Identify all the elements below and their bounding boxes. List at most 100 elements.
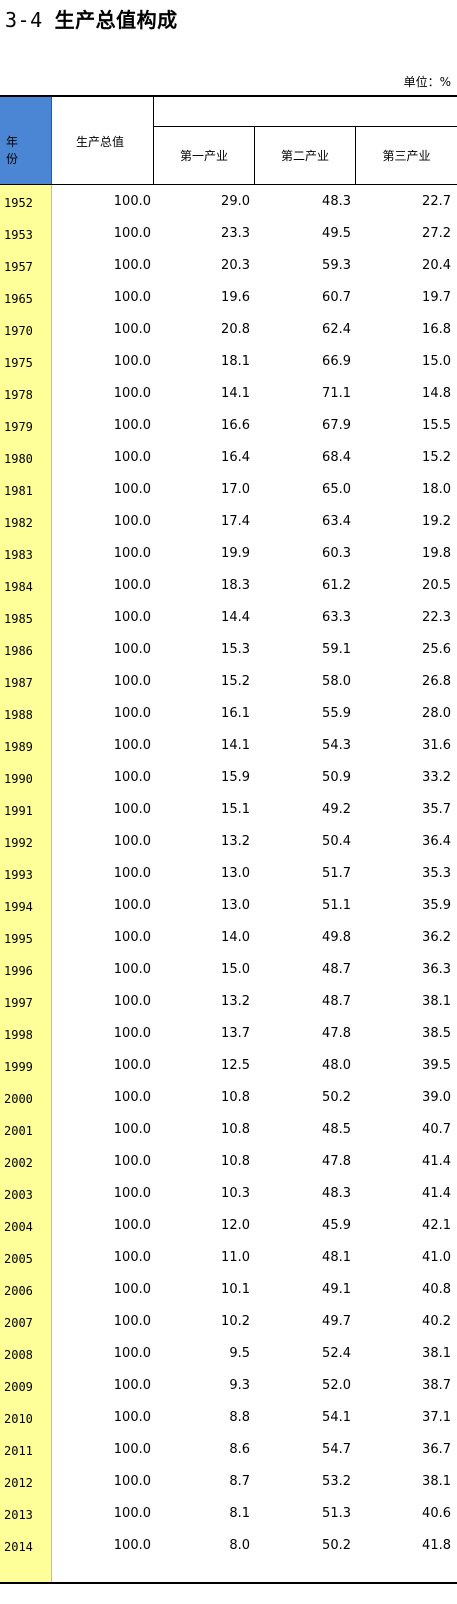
cell-total: 100.0 <box>113 1218 151 1233</box>
cell-year: 2009 <box>4 1380 33 1394</box>
table-row: 1978 100.0 14.1 71.1 14.8 <box>0 380 457 412</box>
cell-secondary: 55.9 <box>322 706 351 721</box>
table-row: 1957 100.0 20.3 59.3 20.4 <box>0 252 457 284</box>
cell-primary: 16.6 <box>221 418 250 433</box>
cell-secondary: 51.3 <box>322 1506 351 1521</box>
cell-primary: 8.6 <box>229 1442 250 1457</box>
cell-tertiary: 40.6 <box>422 1506 451 1521</box>
cell-total: 100.0 <box>113 1378 151 1393</box>
cell-secondary: 48.7 <box>322 962 351 977</box>
cell-total: 100.0 <box>113 642 151 657</box>
cell-year: 1989 <box>4 740 33 754</box>
cell-secondary: 49.7 <box>322 1314 351 1329</box>
cell-year: 1986 <box>4 644 33 658</box>
cell-primary: 12.5 <box>221 1058 250 1073</box>
table-row: 2003 100.0 10.3 48.3 41.4 <box>0 1180 457 1212</box>
cell-year: 2001 <box>4 1124 33 1138</box>
table-row: 1988 100.0 16.1 55.9 28.0 <box>0 700 457 732</box>
cell-total: 100.0 <box>113 1058 151 1073</box>
cell-secondary: 54.1 <box>322 1410 351 1425</box>
table-row: 2002 100.0 10.8 47.8 41.4 <box>0 1148 457 1180</box>
cell-secondary: 71.1 <box>322 386 351 401</box>
cell-tertiary: 35.9 <box>422 898 451 913</box>
cell-tertiary: 18.0 <box>422 482 451 497</box>
cell-tertiary: 22.7 <box>422 194 451 209</box>
cell-secondary: 66.9 <box>322 354 351 369</box>
cell-total: 100.0 <box>113 834 151 849</box>
cell-secondary: 63.3 <box>322 610 351 625</box>
table-row: 2007 100.0 10.2 49.7 40.2 <box>0 1308 457 1340</box>
cell-tertiary: 39.0 <box>422 1090 451 1105</box>
cell-primary: 20.8 <box>221 322 250 337</box>
cell-total: 100.0 <box>113 1026 151 1041</box>
cell-total: 100.0 <box>113 226 151 241</box>
cell-primary: 11.0 <box>221 1250 250 1265</box>
cell-year: 1957 <box>4 260 33 274</box>
cell-total: 100.0 <box>113 738 151 753</box>
cell-primary: 12.0 <box>221 1218 250 1233</box>
header-bottom-rule <box>0 184 457 185</box>
cell-year: 2014 <box>4 1540 33 1554</box>
table-row: 1981 100.0 17.0 65.0 18.0 <box>0 476 457 508</box>
table-row: 1997 100.0 13.2 48.7 38.1 <box>0 988 457 1020</box>
cell-tertiary: 40.7 <box>422 1122 451 1137</box>
cell-year: 2012 <box>4 1476 33 1490</box>
cell-year: 1978 <box>4 388 33 402</box>
cell-total: 100.0 <box>113 1154 151 1169</box>
cell-year: 1991 <box>4 804 33 818</box>
header-year-cell: 年 份 <box>0 97 52 185</box>
cell-secondary: 59.1 <box>322 642 351 657</box>
table-row: 1990 100.0 15.9 50.9 33.2 <box>0 764 457 796</box>
cell-year: 1990 <box>4 772 33 786</box>
cell-secondary: 53.2 <box>322 1474 351 1489</box>
table-row: 1993 100.0 13.0 51.7 35.3 <box>0 860 457 892</box>
table-row: 2000 100.0 10.8 50.2 39.0 <box>0 1084 457 1116</box>
table-row: 2001 100.0 10.8 48.5 40.7 <box>0 1116 457 1148</box>
cell-tertiary: 41.4 <box>422 1154 451 1169</box>
year-column-background <box>0 185 52 1582</box>
table-row: 1991 100.0 15.1 49.2 35.7 <box>0 796 457 828</box>
cell-total: 100.0 <box>113 1250 151 1265</box>
cell-year: 1985 <box>4 612 33 626</box>
cell-tertiary: 38.1 <box>422 1474 451 1489</box>
cell-year: 1984 <box>4 580 33 594</box>
cell-total: 100.0 <box>113 674 151 689</box>
header-total: 生产总值 <box>76 135 125 149</box>
cell-year: 1981 <box>4 484 33 498</box>
table-row: 2005 100.0 11.0 48.1 41.0 <box>0 1244 457 1276</box>
cell-total: 100.0 <box>113 322 151 337</box>
cell-primary: 8.0 <box>229 1538 250 1553</box>
cell-year: 1994 <box>4 900 33 914</box>
cell-year: 2007 <box>4 1316 33 1330</box>
cell-year: 2005 <box>4 1252 33 1266</box>
table-row: 1996 100.0 15.0 48.7 36.3 <box>0 956 457 988</box>
table-title: 生产总值构成 <box>54 8 178 32</box>
cell-primary: 15.9 <box>221 770 250 785</box>
cell-tertiary: 15.5 <box>422 418 451 433</box>
cell-secondary: 49.2 <box>322 802 351 817</box>
cell-year: 1975 <box>4 356 33 370</box>
cell-secondary: 62.4 <box>322 322 351 337</box>
table-row: 1986 100.0 15.3 59.1 25.6 <box>0 636 457 668</box>
table-row: 1987 100.0 15.2 58.0 26.8 <box>0 668 457 700</box>
cell-tertiary: 38.7 <box>422 1378 451 1393</box>
cell-secondary: 45.9 <box>322 1218 351 1233</box>
cell-primary: 19.9 <box>221 546 250 561</box>
cell-year: 1983 <box>4 548 33 562</box>
cell-total: 100.0 <box>113 1538 151 1553</box>
cell-secondary: 47.8 <box>322 1026 351 1041</box>
cell-secondary: 48.3 <box>322 194 351 209</box>
table-row: 1992 100.0 13.2 50.4 36.4 <box>0 828 457 860</box>
cell-year: 1998 <box>4 1028 33 1042</box>
table-row: 2012 100.0 8.7 53.2 38.1 <box>0 1468 457 1500</box>
cell-total: 100.0 <box>113 290 151 305</box>
cell-tertiary: 16.8 <box>422 322 451 337</box>
cell-total: 100.0 <box>113 482 151 497</box>
cell-total: 100.0 <box>113 258 151 273</box>
cell-secondary: 50.4 <box>322 834 351 849</box>
cell-tertiary: 19.2 <box>422 514 451 529</box>
cell-total: 100.0 <box>113 514 151 529</box>
table-row: 2013 100.0 8.1 51.3 40.6 <box>0 1500 457 1532</box>
cell-tertiary: 40.2 <box>422 1314 451 1329</box>
cell-primary: 17.4 <box>221 514 250 529</box>
